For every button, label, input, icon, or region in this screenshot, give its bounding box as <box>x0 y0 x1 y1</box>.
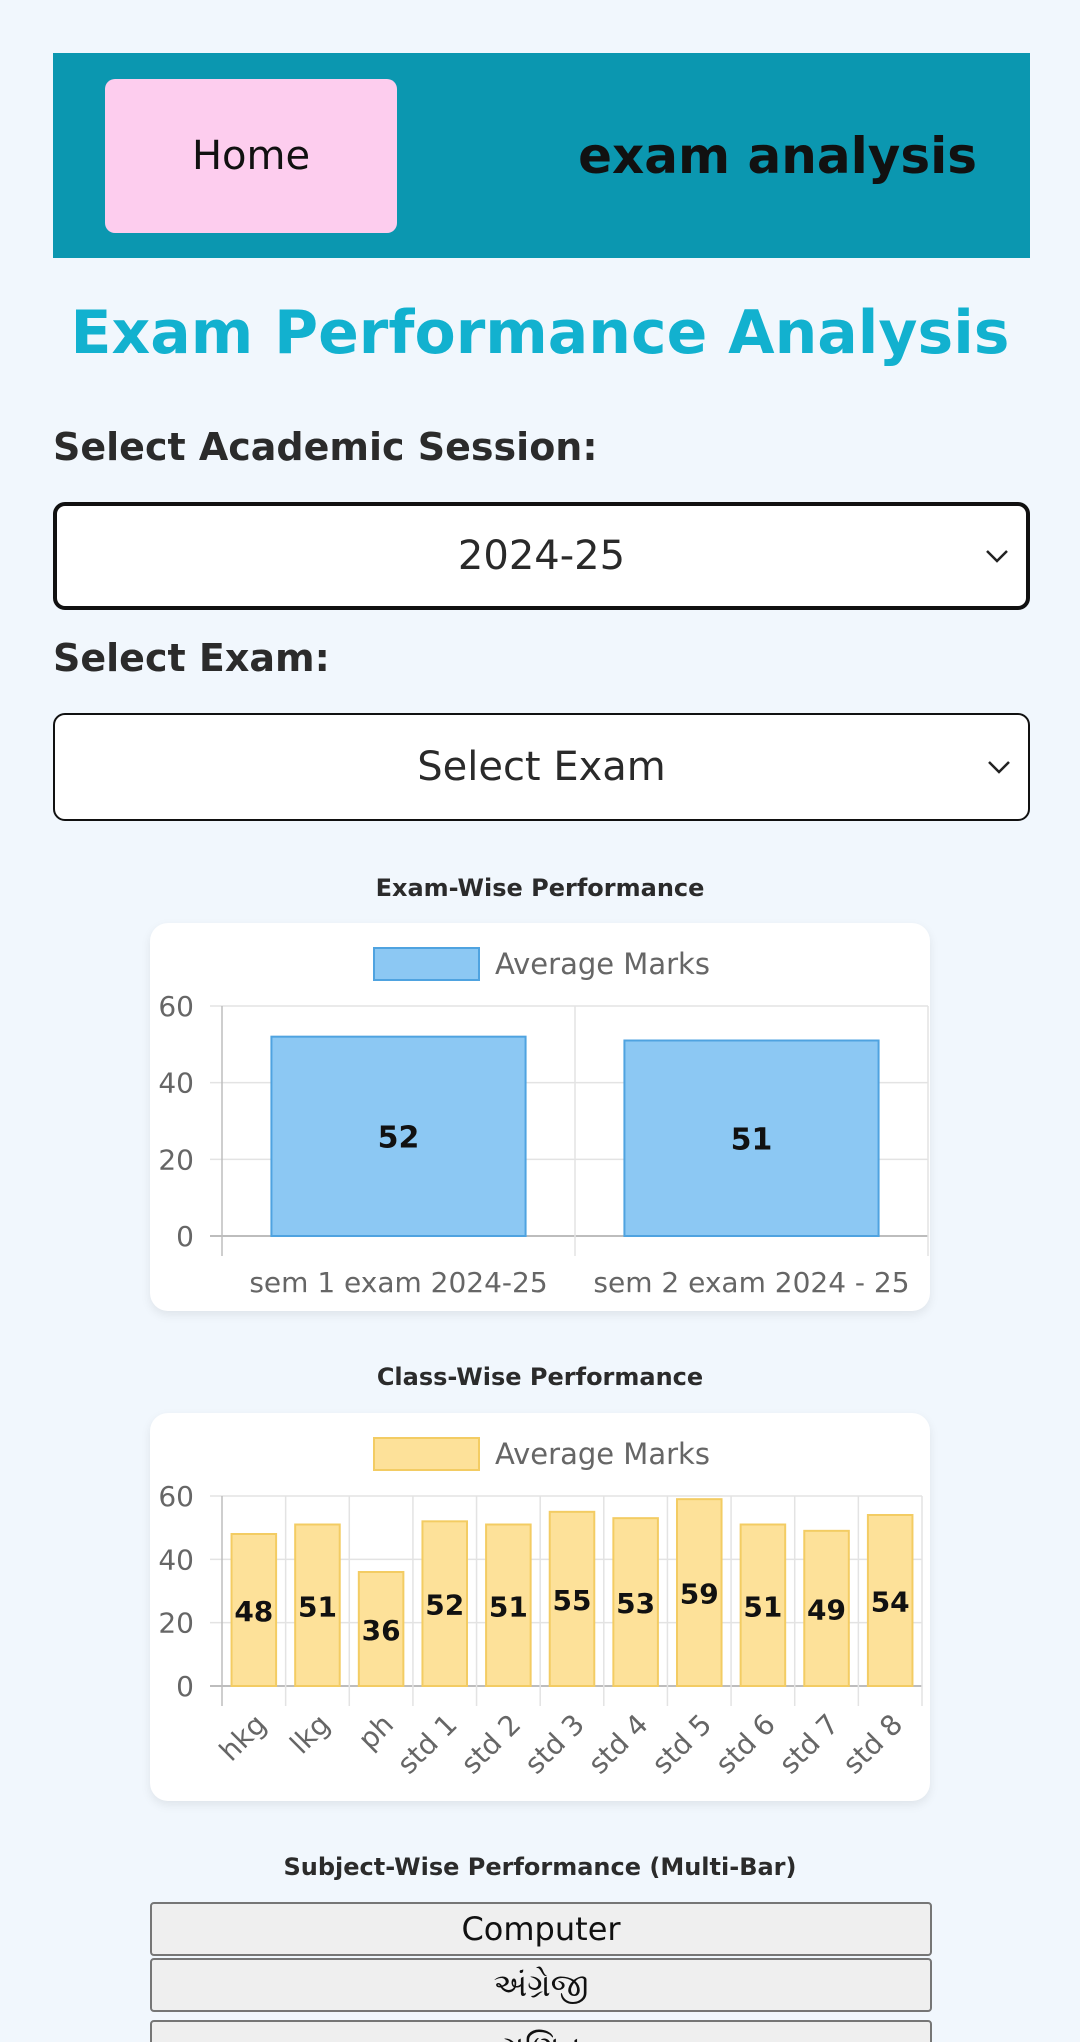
y-tick-label: 0 <box>176 1220 194 1253</box>
data-label: 55 <box>553 1584 592 1617</box>
subject-button-computer[interactable]: Computer <box>150 1902 932 1956</box>
y-tick-label: 40 <box>158 1543 194 1576</box>
data-label: 59 <box>680 1578 719 1611</box>
data-label: 52 <box>378 1120 420 1155</box>
bar-sem-2-exam-2024---25[interactable] <box>623 1039 880 1237</box>
exam-label: Select Exam: <box>53 636 330 680</box>
page-title: Exam Performance Analysis <box>70 298 1010 368</box>
subject-button-maths[interactable]: ગણિત <box>150 2020 932 2042</box>
data-label: 51 <box>489 1590 528 1623</box>
bar-lkg[interactable] <box>294 1523 341 1687</box>
session-label: Select Academic Session: <box>53 425 598 469</box>
class-wise-chart-card: Average Marks 0 20 40 60 48 hkg 51 lkg 36 ph 52 std … <box>150 1413 930 1801</box>
exam-wise-chart-card: Average Marks 0 20 40 60 52 sem 1 exam 2024-25… <box>150 923 930 1311</box>
chart-legend[interactable]: Average Marks <box>373 1437 710 1471</box>
session-select[interactable]: 2024-25 <box>53 502 1030 610</box>
legend-label: Average Marks <box>495 1437 710 1471</box>
x-tick-label: std 2 <box>454 1708 527 1781</box>
bar-std-7[interactable] <box>803 1529 850 1688</box>
y-tick-label: 60 <box>158 990 194 1023</box>
class-wise-chart: Average Marks 0 20 40 60 48 hkg 51 lkg 36 ph 52 std … <box>158 1437 923 1781</box>
x-tick-label: hkg <box>213 1708 273 1768</box>
subject-button-english[interactable]: અંગ્રેજી <box>150 1958 932 2012</box>
data-label: 51 <box>743 1590 782 1623</box>
legend-label: Average Marks <box>495 947 710 981</box>
legend-swatch <box>373 1437 480 1471</box>
bar-std-2[interactable] <box>485 1523 532 1687</box>
data-label: 53 <box>616 1587 655 1620</box>
chevron-down-icon <box>988 761 1010 774</box>
session-selected-value: 2024-25 <box>457 533 626 579</box>
bar-ph[interactable] <box>357 1571 405 1687</box>
x-tick-label: ph <box>352 1708 400 1756</box>
exam-selected-value: Select Exam <box>417 744 666 790</box>
chevron-down-icon <box>986 550 1008 563</box>
data-label: 36 <box>362 1614 401 1647</box>
legend-swatch <box>373 947 480 981</box>
bar-hkg[interactable] <box>230 1533 278 1687</box>
data-label: 48 <box>234 1595 273 1628</box>
data-label: 49 <box>807 1593 846 1626</box>
y-tick-label: 60 <box>158 1480 194 1513</box>
subject-wise-title: Subject-Wise Performance (Multi-Bar) <box>283 1853 797 1881</box>
exam-wise-title: Exam-Wise Performance <box>375 874 705 902</box>
bar-std-1[interactable] <box>421 1520 469 1688</box>
x-tick-label: sem 2 exam 2024 - 25 <box>593 1266 909 1299</box>
top-navbar: Home exam analysis <box>53 53 1030 258</box>
x-tick-label: std 4 <box>582 1708 655 1781</box>
x-tick-label: std 6 <box>709 1708 782 1781</box>
y-tick-label: 40 <box>158 1067 194 1100</box>
x-tick-label: lkg <box>284 1708 337 1761</box>
bar-sem-1-exam-2024-25[interactable] <box>270 1035 527 1237</box>
bar-std-6[interactable] <box>739 1523 787 1687</box>
x-tick-label: std 8 <box>836 1708 909 1781</box>
x-tick-label: std 7 <box>773 1708 846 1781</box>
chart-legend[interactable]: Average Marks <box>373 947 710 981</box>
bar-std-4[interactable] <box>612 1517 659 1687</box>
y-tick-label: 0 <box>176 1670 194 1703</box>
bar-std-5[interactable] <box>676 1498 723 1687</box>
brand-title: exam analysis <box>578 126 977 185</box>
class-wise-title: Class-Wise Performance <box>376 1363 704 1391</box>
y-tick-label: 20 <box>158 1143 194 1176</box>
bar-std-8[interactable] <box>866 1514 914 1687</box>
x-tick-label: std 3 <box>518 1708 591 1781</box>
x-tick-label: std 1 <box>391 1708 464 1781</box>
exam-select[interactable]: Select Exam <box>53 713 1030 821</box>
y-tick-label: 20 <box>158 1607 194 1640</box>
data-label: 52 <box>425 1589 464 1622</box>
home-button[interactable]: Home <box>105 79 397 233</box>
x-tick-label: std 5 <box>645 1708 718 1781</box>
bar-std-3[interactable] <box>548 1510 596 1688</box>
data-label: 51 <box>731 1122 773 1157</box>
data-label: 51 <box>298 1590 337 1623</box>
exam-wise-chart: Average Marks 0 20 40 60 52 sem 1 exam 2024-25… <box>158 947 929 1299</box>
x-tick-label: sem 1 exam 2024-25 <box>249 1266 547 1299</box>
data-label: 54 <box>871 1586 910 1619</box>
